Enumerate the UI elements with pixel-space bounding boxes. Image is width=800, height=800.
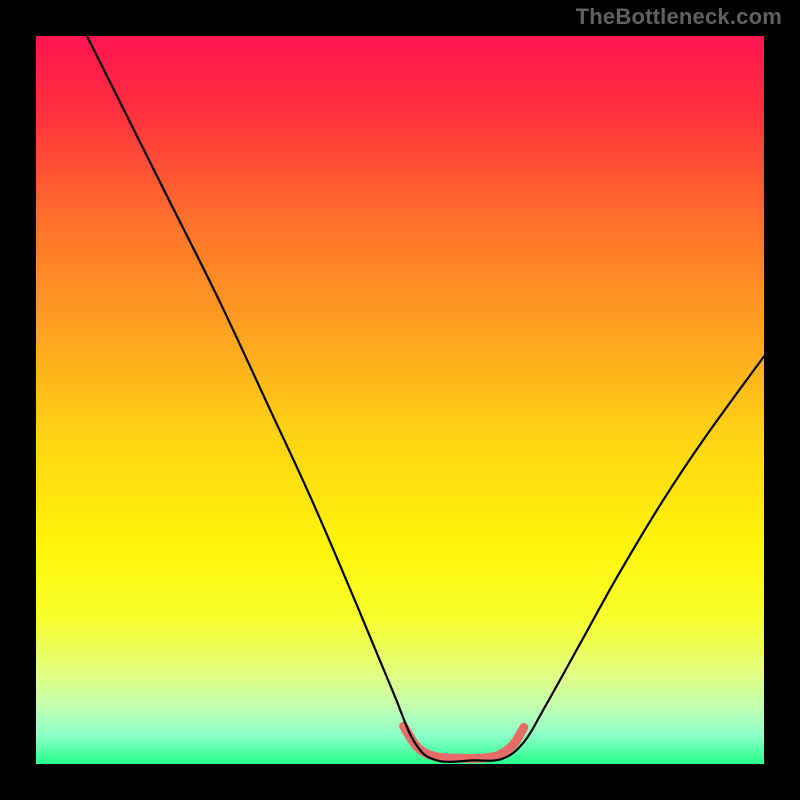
bottleneck-curve bbox=[87, 36, 764, 762]
watermark-text: TheBottleneck.com bbox=[576, 4, 782, 30]
chart-container: { "watermark": { "text": "TheBottleneck.… bbox=[0, 0, 800, 800]
optimal-range-highlight bbox=[404, 726, 524, 758]
plot-area bbox=[36, 36, 764, 764]
plot-curves bbox=[36, 36, 764, 764]
